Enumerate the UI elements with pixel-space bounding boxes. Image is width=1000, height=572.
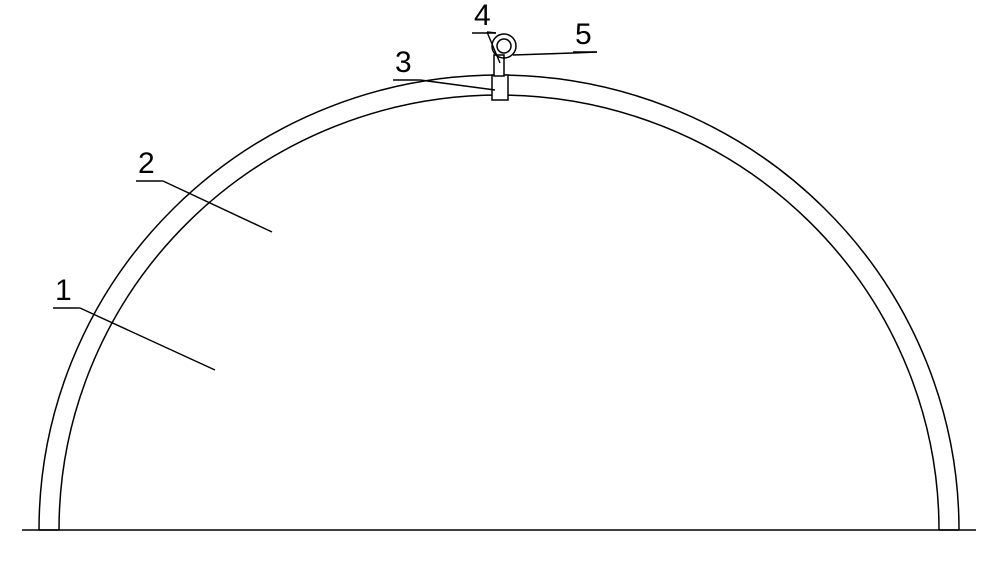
fixture-loop-inner — [497, 39, 511, 53]
label-1-text: 1 — [55, 274, 72, 307]
label-5-text: 5 — [575, 18, 592, 51]
label-3-text: 3 — [395, 46, 412, 79]
label-2-leader-b — [163, 181, 272, 232]
arch-outer — [39, 75, 959, 530]
engineering-diagram: 1 2 3 4 5 — [0, 0, 1000, 572]
label-4: 4 — [472, 0, 500, 63]
label-5-leader-a — [573, 52, 597, 53]
fixture-base — [492, 75, 508, 100]
label-1-leader-b — [80, 308, 215, 370]
label-5-leader-b — [513, 53, 573, 55]
label-5: 5 — [513, 18, 597, 55]
label-2: 2 — [136, 147, 272, 232]
label-4-text: 4 — [474, 0, 491, 32]
label-3-leader-b — [420, 80, 495, 90]
label-4-leader-a — [487, 32, 496, 33]
label-2-text: 2 — [138, 147, 155, 180]
arch-inner — [59, 95, 939, 530]
label-1: 1 — [53, 274, 215, 370]
